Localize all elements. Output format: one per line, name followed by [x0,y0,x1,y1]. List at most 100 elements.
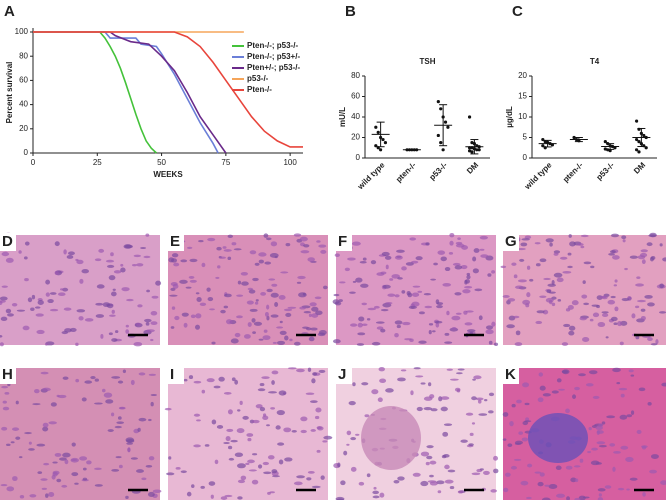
histology-image: D [0,232,162,347]
nucleus [513,274,518,279]
y-tick-label: 15 [518,92,527,101]
nucleus [308,313,312,318]
nucleus [74,482,79,485]
nucleus [148,456,155,461]
nucleus [266,304,270,310]
nucleus [49,308,59,312]
y-tick-label: 0 [523,153,528,162]
nucleus [640,249,648,253]
nucleus [556,493,565,498]
nucleus [220,496,228,500]
nucleus [394,320,403,325]
nucleus [551,280,555,285]
nucleus [514,440,523,445]
nucleus [311,306,319,312]
nucleus [270,241,278,247]
nucleus [287,367,297,370]
nucleus [199,302,207,307]
nucleus [136,322,141,327]
nucleus [425,242,430,246]
nucleus [259,382,265,387]
nucleus [538,372,544,377]
nucleus [621,235,627,240]
nucleus [431,330,436,333]
nucleus [268,391,277,394]
nucleus [34,306,41,309]
nucleus [180,259,188,263]
nucleus [479,248,485,251]
nucleus [257,464,263,469]
nucleus [279,330,287,335]
nucleus [223,391,232,395]
nucleus [236,428,245,434]
nucleus [136,263,144,267]
nucleus [636,276,641,279]
nucleus [601,421,606,425]
nucleus [306,477,312,481]
nucleus [572,394,577,399]
nucleus [57,394,67,399]
nucleus [105,399,114,404]
nucleus [303,244,310,248]
nucleus [607,299,616,305]
nucleus [582,280,586,284]
nucleus [48,491,55,498]
nucleus [591,447,598,451]
panel-letter: G [505,233,517,250]
nucleus [249,308,258,312]
nucleus [61,484,68,488]
nucleus [662,257,666,262]
nucleus [111,338,118,342]
y-axis-label: mU/L [338,107,347,127]
nucleus [519,258,525,262]
nucleus [86,460,92,465]
nucleus [169,294,178,297]
nucleus [362,257,367,261]
nucleus [411,292,420,297]
nucleus [59,457,67,461]
histology-image: G [500,232,666,347]
nucleus [258,252,267,257]
nucleus [437,250,446,255]
nucleus [404,338,413,341]
nucleus [577,243,584,246]
nucleus [240,475,247,481]
nucleus [551,390,559,394]
y-tick-label: 60 [19,76,28,85]
nucleus [96,284,105,289]
nucleus [220,309,226,314]
nucleus [510,465,517,470]
nucleus [179,279,188,284]
nucleus [223,293,232,298]
nucleus [140,247,147,250]
nucleus [71,472,79,477]
nucleus [642,492,646,497]
nucleus [225,436,231,442]
nucleus [240,272,249,276]
nucleus [480,254,489,258]
nucleus [539,295,547,298]
nucleus [641,445,647,450]
nucleus [193,380,202,384]
nucleus [127,447,131,452]
nucleus [598,444,607,448]
nucleus [539,258,547,263]
letter-bg [503,366,519,384]
nucleus [211,341,216,345]
y-tick-label: 80 [351,71,360,80]
nucleus [568,234,572,238]
nucleus [122,369,127,374]
nucleus [408,305,417,309]
nucleus [0,334,3,338]
nucleus [417,290,423,293]
nucleus [545,297,554,303]
nucleus [429,481,438,486]
nucleus [471,422,476,425]
x-tick-label: DM [632,160,647,175]
nucleus [261,376,270,380]
nucleus [567,304,574,310]
nucleus [206,287,211,292]
nucleus [224,494,233,498]
nucleus [50,402,57,407]
nucleus [32,403,41,406]
